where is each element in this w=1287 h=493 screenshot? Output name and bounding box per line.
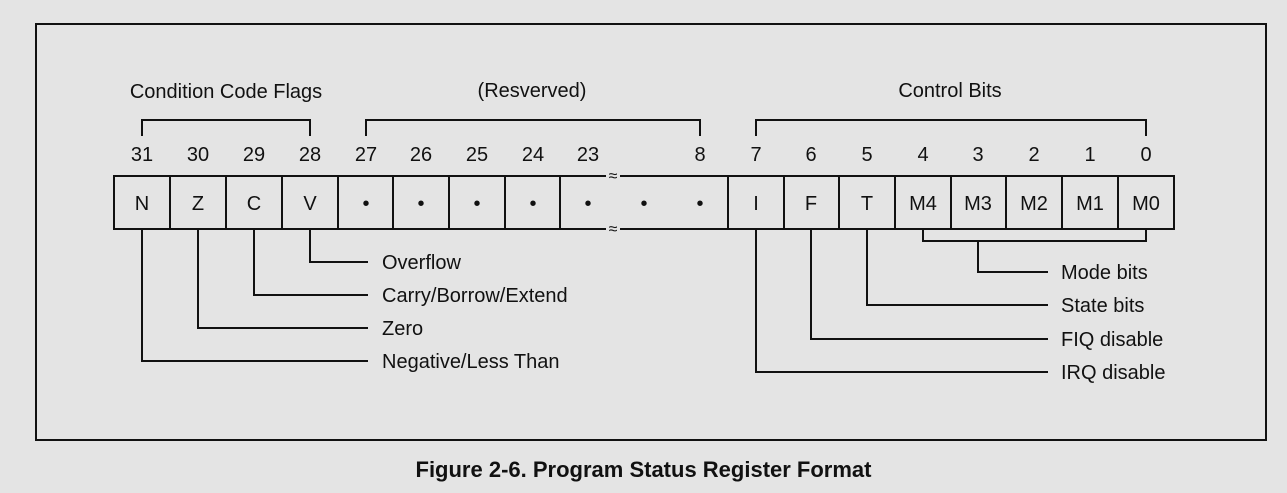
register-row: ≈ ≈ N Z C V • • • • • • • I F T M4 M3 M2… [113,168,1175,238]
bit-number: 27 [355,144,377,166]
mode-bracket [922,229,1147,242]
reserved-label: (Resverved) [478,80,587,102]
bit-number: 7 [750,144,761,166]
control-bits-label: Control Bits [898,80,1001,102]
mode-m0-cell: M0 [1132,193,1160,215]
reserved-dot: • [529,193,536,215]
bit-number: 23 [577,144,599,166]
bit-number: 3 [972,144,983,166]
negative-leader [141,229,368,362]
psr-diagram: Condition Code Flags (Resverved) Control… [113,80,1175,384]
bit-number: 29 [243,144,265,166]
break-gap-top [606,170,620,182]
fiq-leader [810,229,1048,340]
bit-number: 4 [917,144,928,166]
overflow-leader [309,229,368,263]
reserved-dot: • [584,193,591,215]
mode-m3-cell: M3 [964,193,992,215]
break-mark-top: ≈ [609,168,618,185]
flag-v-cell: V [303,193,317,215]
break-gap-bottom [606,223,620,235]
fiq-bit-cell: F [805,193,817,215]
reserved-bracket [365,119,701,136]
control-bracket [755,119,1147,136]
state-bits-label: State bits [1061,295,1144,317]
register-outline [113,175,1175,230]
mode-leader [977,241,1048,273]
mode-m2-cell: M2 [1020,193,1048,215]
irq-bit-cell: I [753,193,759,215]
reserved-dot: • [640,193,647,215]
bit-number: 25 [466,144,488,166]
reserved-dot: • [473,193,480,215]
diagram-frame [35,23,1267,441]
break-mark-bottom: ≈ [609,221,618,238]
overflow-label: Overflow [382,252,461,274]
bit-number: 30 [187,144,209,166]
bit-number: 5 [861,144,872,166]
bit-number: 6 [805,144,816,166]
flag-c-cell: C [247,193,261,215]
bit-number: 26 [410,144,432,166]
bit-number: 24 [522,144,544,166]
bit-number: 31 [131,144,153,166]
figure-caption: Figure 2-6. Program Status Register Form… [415,457,872,482]
bit-number-row: 31 30 29 28 27 26 25 24 23 8 7 6 5 4 3 2… [131,144,1152,166]
condition-bracket [141,119,311,136]
reserved-dot: • [696,193,703,215]
bit-number: 28 [299,144,321,166]
state-leader [866,229,1048,306]
zero-label: Zero [382,318,423,340]
mode-bits-label: Mode bits [1061,262,1148,284]
irq-leader [755,229,1048,373]
bit-number: 2 [1028,144,1039,166]
bit-number: 8 [694,144,705,166]
zero-leader [197,229,368,329]
negative-label: Negative/Less Than [382,351,560,373]
bit-number: 1 [1084,144,1095,166]
carry-label: Carry/Borrow/Extend [382,285,568,307]
reserved-dot: • [417,193,424,215]
irq-disable-label: IRQ disable [1061,362,1166,384]
reserved-dot: • [362,193,369,215]
fiq-disable-label: FIQ disable [1061,329,1163,351]
flag-z-cell: Z [192,193,204,215]
state-bit-cell: T [861,193,873,215]
carry-leader [253,229,368,296]
condition-code-flags-label: Condition Code Flags [130,81,322,103]
bit-number: 0 [1140,144,1151,166]
mode-m1-cell: M1 [1076,193,1104,215]
flag-n-cell: N [135,193,149,215]
mode-m4-cell: M4 [909,193,937,215]
